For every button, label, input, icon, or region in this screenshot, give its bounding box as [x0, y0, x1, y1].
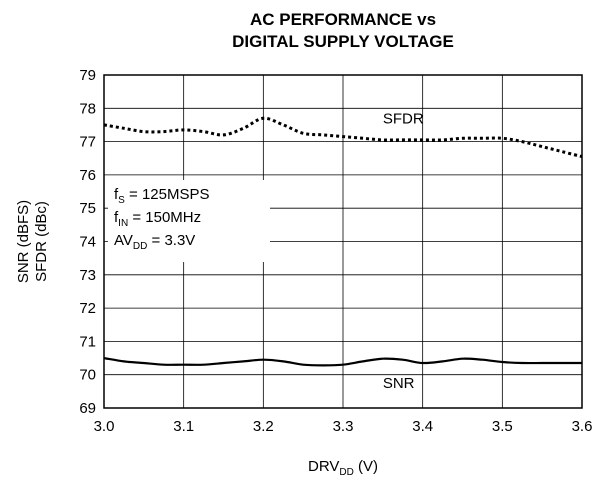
y-tick-labels: 69 70 71 72 73 74 75 76 77 78 79	[79, 67, 96, 417]
x-tick-label: 3.0	[94, 418, 115, 435]
x-tick-labels: 3.0 3.1 3.2 3.3 3.4 3.5 3.6	[94, 418, 593, 435]
y-tick-label: 71	[79, 333, 96, 350]
series-label-sfdr: SFDR	[383, 110, 424, 127]
series-labels: SFDR SNR	[383, 110, 424, 392]
x-axis-label-suffix: (V)	[354, 458, 378, 475]
condition-fin-rest: = 150MHz	[128, 209, 201, 226]
x-tick-label: 3.3	[333, 418, 354, 435]
condition-fin-main: f	[114, 209, 119, 226]
chart-title-line-2: DIGITAL SUPPLY VOLTAGE	[232, 32, 454, 51]
condition-fs-sub: S	[118, 195, 125, 206]
x-tick-label: 3.4	[412, 418, 433, 435]
y-tick-label: 70	[79, 367, 96, 384]
series-line-sfdr	[103, 116, 583, 159]
y-tick-label: 72	[79, 300, 96, 317]
series-line-snr	[103, 357, 582, 367]
x-axis-label: DRVDD (V)	[308, 458, 378, 478]
plot-area-border	[103, 74, 583, 409]
condition-fs-main: f	[114, 186, 119, 203]
condition-fin: fIN = 150MHz	[114, 209, 201, 229]
condition-avdd-rest: = 3.3V	[147, 232, 195, 249]
y-tick-label: 75	[79, 200, 96, 217]
condition-fs: fS = 125MSPS	[114, 186, 209, 206]
y-tick-label: 69	[79, 400, 96, 417]
y-axis-label-line-2: SFDR (dBc)	[33, 201, 50, 282]
condition-fin-sub: IN	[118, 218, 128, 229]
x-tick-label: 3.5	[492, 418, 513, 435]
series-lines	[103, 116, 583, 367]
condition-fs-rest: = 125MSPS	[125, 186, 210, 203]
y-axis-label-line-1: SNR (dBFS)	[15, 200, 32, 283]
x-tick-label: 3.2	[253, 418, 274, 435]
condition-avdd-main: AV	[114, 232, 133, 249]
chart-title-line-1: AC PERFORMANCE vs	[250, 10, 436, 29]
x-tick-label: 3.1	[173, 418, 194, 435]
x-axis-label-sub: DD	[339, 467, 353, 478]
y-tick-label: 78	[79, 100, 96, 117]
y-tick-label: 74	[79, 234, 96, 251]
y-tick-label: 79	[79, 67, 96, 84]
series-label-snr: SNR	[383, 375, 415, 392]
y-tick-label: 77	[79, 134, 96, 151]
conditions-box-bg	[108, 180, 270, 262]
condition-avdd: AVDD = 3.3V	[114, 232, 195, 252]
x-axis-label-main: DRV	[308, 458, 339, 475]
condition-avdd-sub: DD	[133, 241, 147, 252]
y-tick-label: 76	[79, 167, 96, 184]
x-tick-label: 3.6	[572, 418, 593, 435]
y-tick-label: 73	[79, 267, 96, 284]
